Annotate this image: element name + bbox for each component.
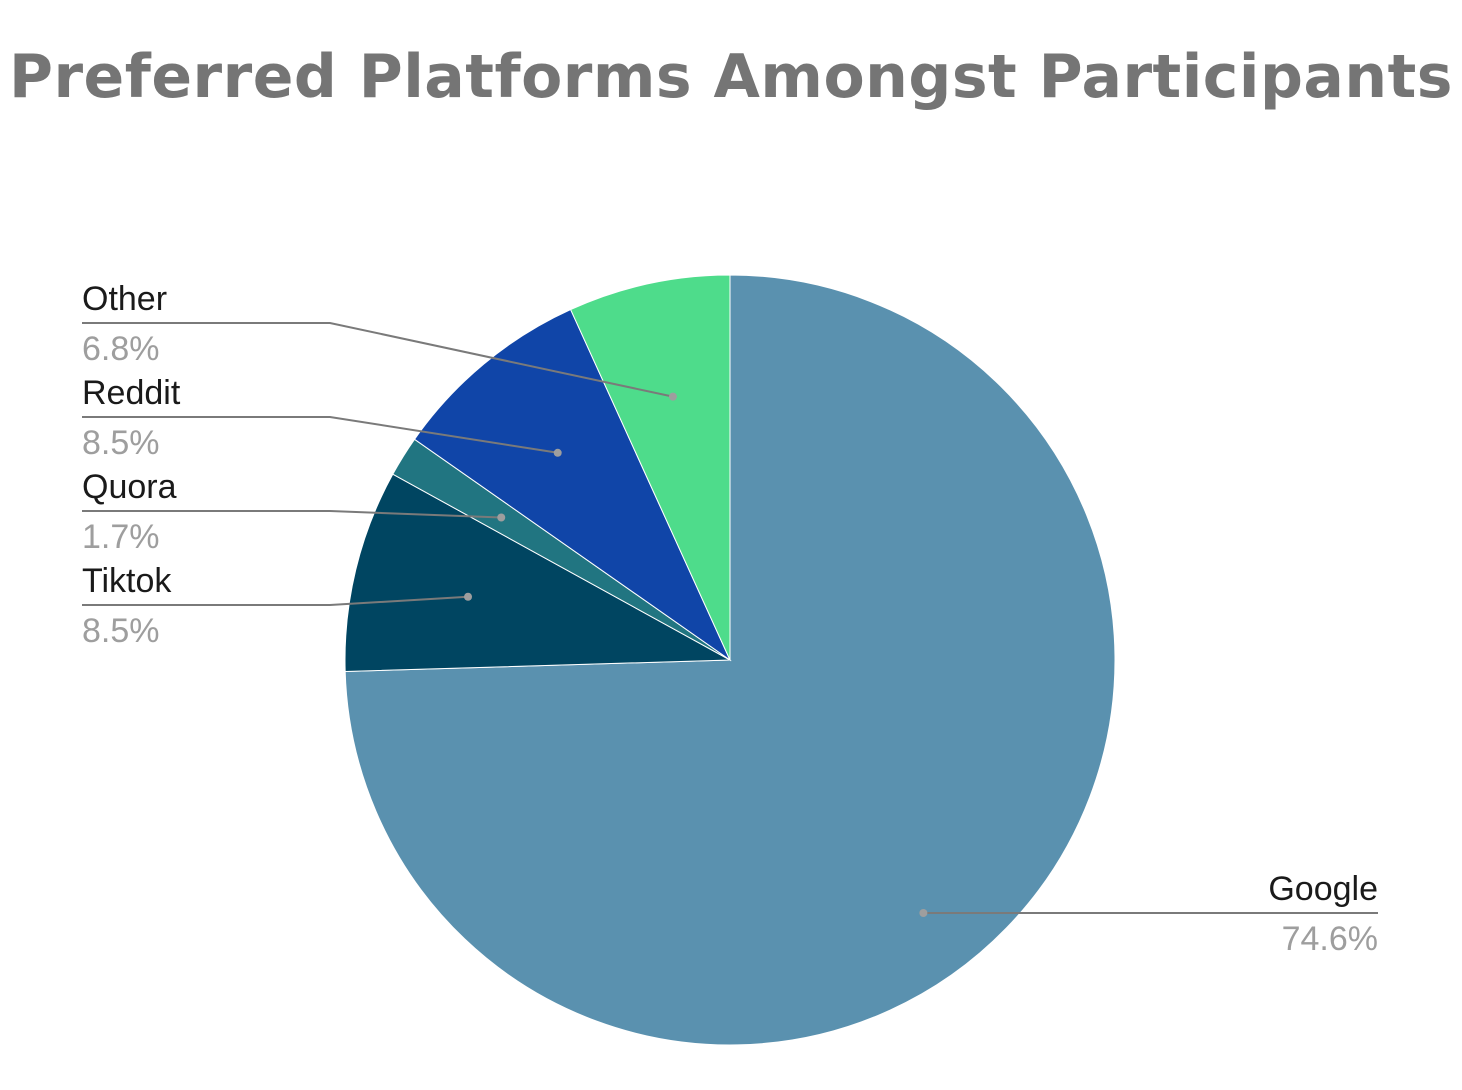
leader-dot-reddit (553, 448, 562, 457)
leader-dot-other (668, 392, 677, 401)
leader-line-quora (82, 510, 502, 519)
slice-pct-tiktok: 8.5% (82, 612, 160, 650)
slice-label-tiktok: Tiktok (82, 562, 172, 600)
leader-line-tiktok (82, 595, 469, 606)
pie-slice-other[interactable] (569, 274, 731, 661)
pie-slice-reddit[interactable] (413, 308, 732, 662)
chart-title: Preferred Platforms Amongst Participants (8, 42, 1453, 112)
leader-line-other (82, 322, 674, 398)
slice-label-quora: Quora (82, 468, 177, 506)
pie-labels: Google 74.6% Tiktok 8.5% Quora 1.7% Reddit 8.5%… (82, 280, 1378, 958)
pie-slices (344, 274, 1116, 1046)
leader-dot-quora (497, 513, 506, 522)
leader-line-reddit (82, 416, 558, 454)
leader-dot-google (919, 909, 928, 917)
slice-label-google: Google (1268, 870, 1378, 908)
slice-pct-other: 6.8% (82, 330, 160, 368)
slice-pct-google: 74.6% (1282, 920, 1378, 958)
pie-slice-tiktok[interactable] (344, 473, 732, 672)
leader-dot-tiktok (464, 592, 473, 601)
slice-pct-reddit: 8.5% (82, 424, 160, 462)
slice-label-other: Other (82, 280, 167, 318)
slice-label-reddit: Reddit (82, 374, 181, 412)
slice-pct-quora: 1.7% (82, 518, 160, 556)
